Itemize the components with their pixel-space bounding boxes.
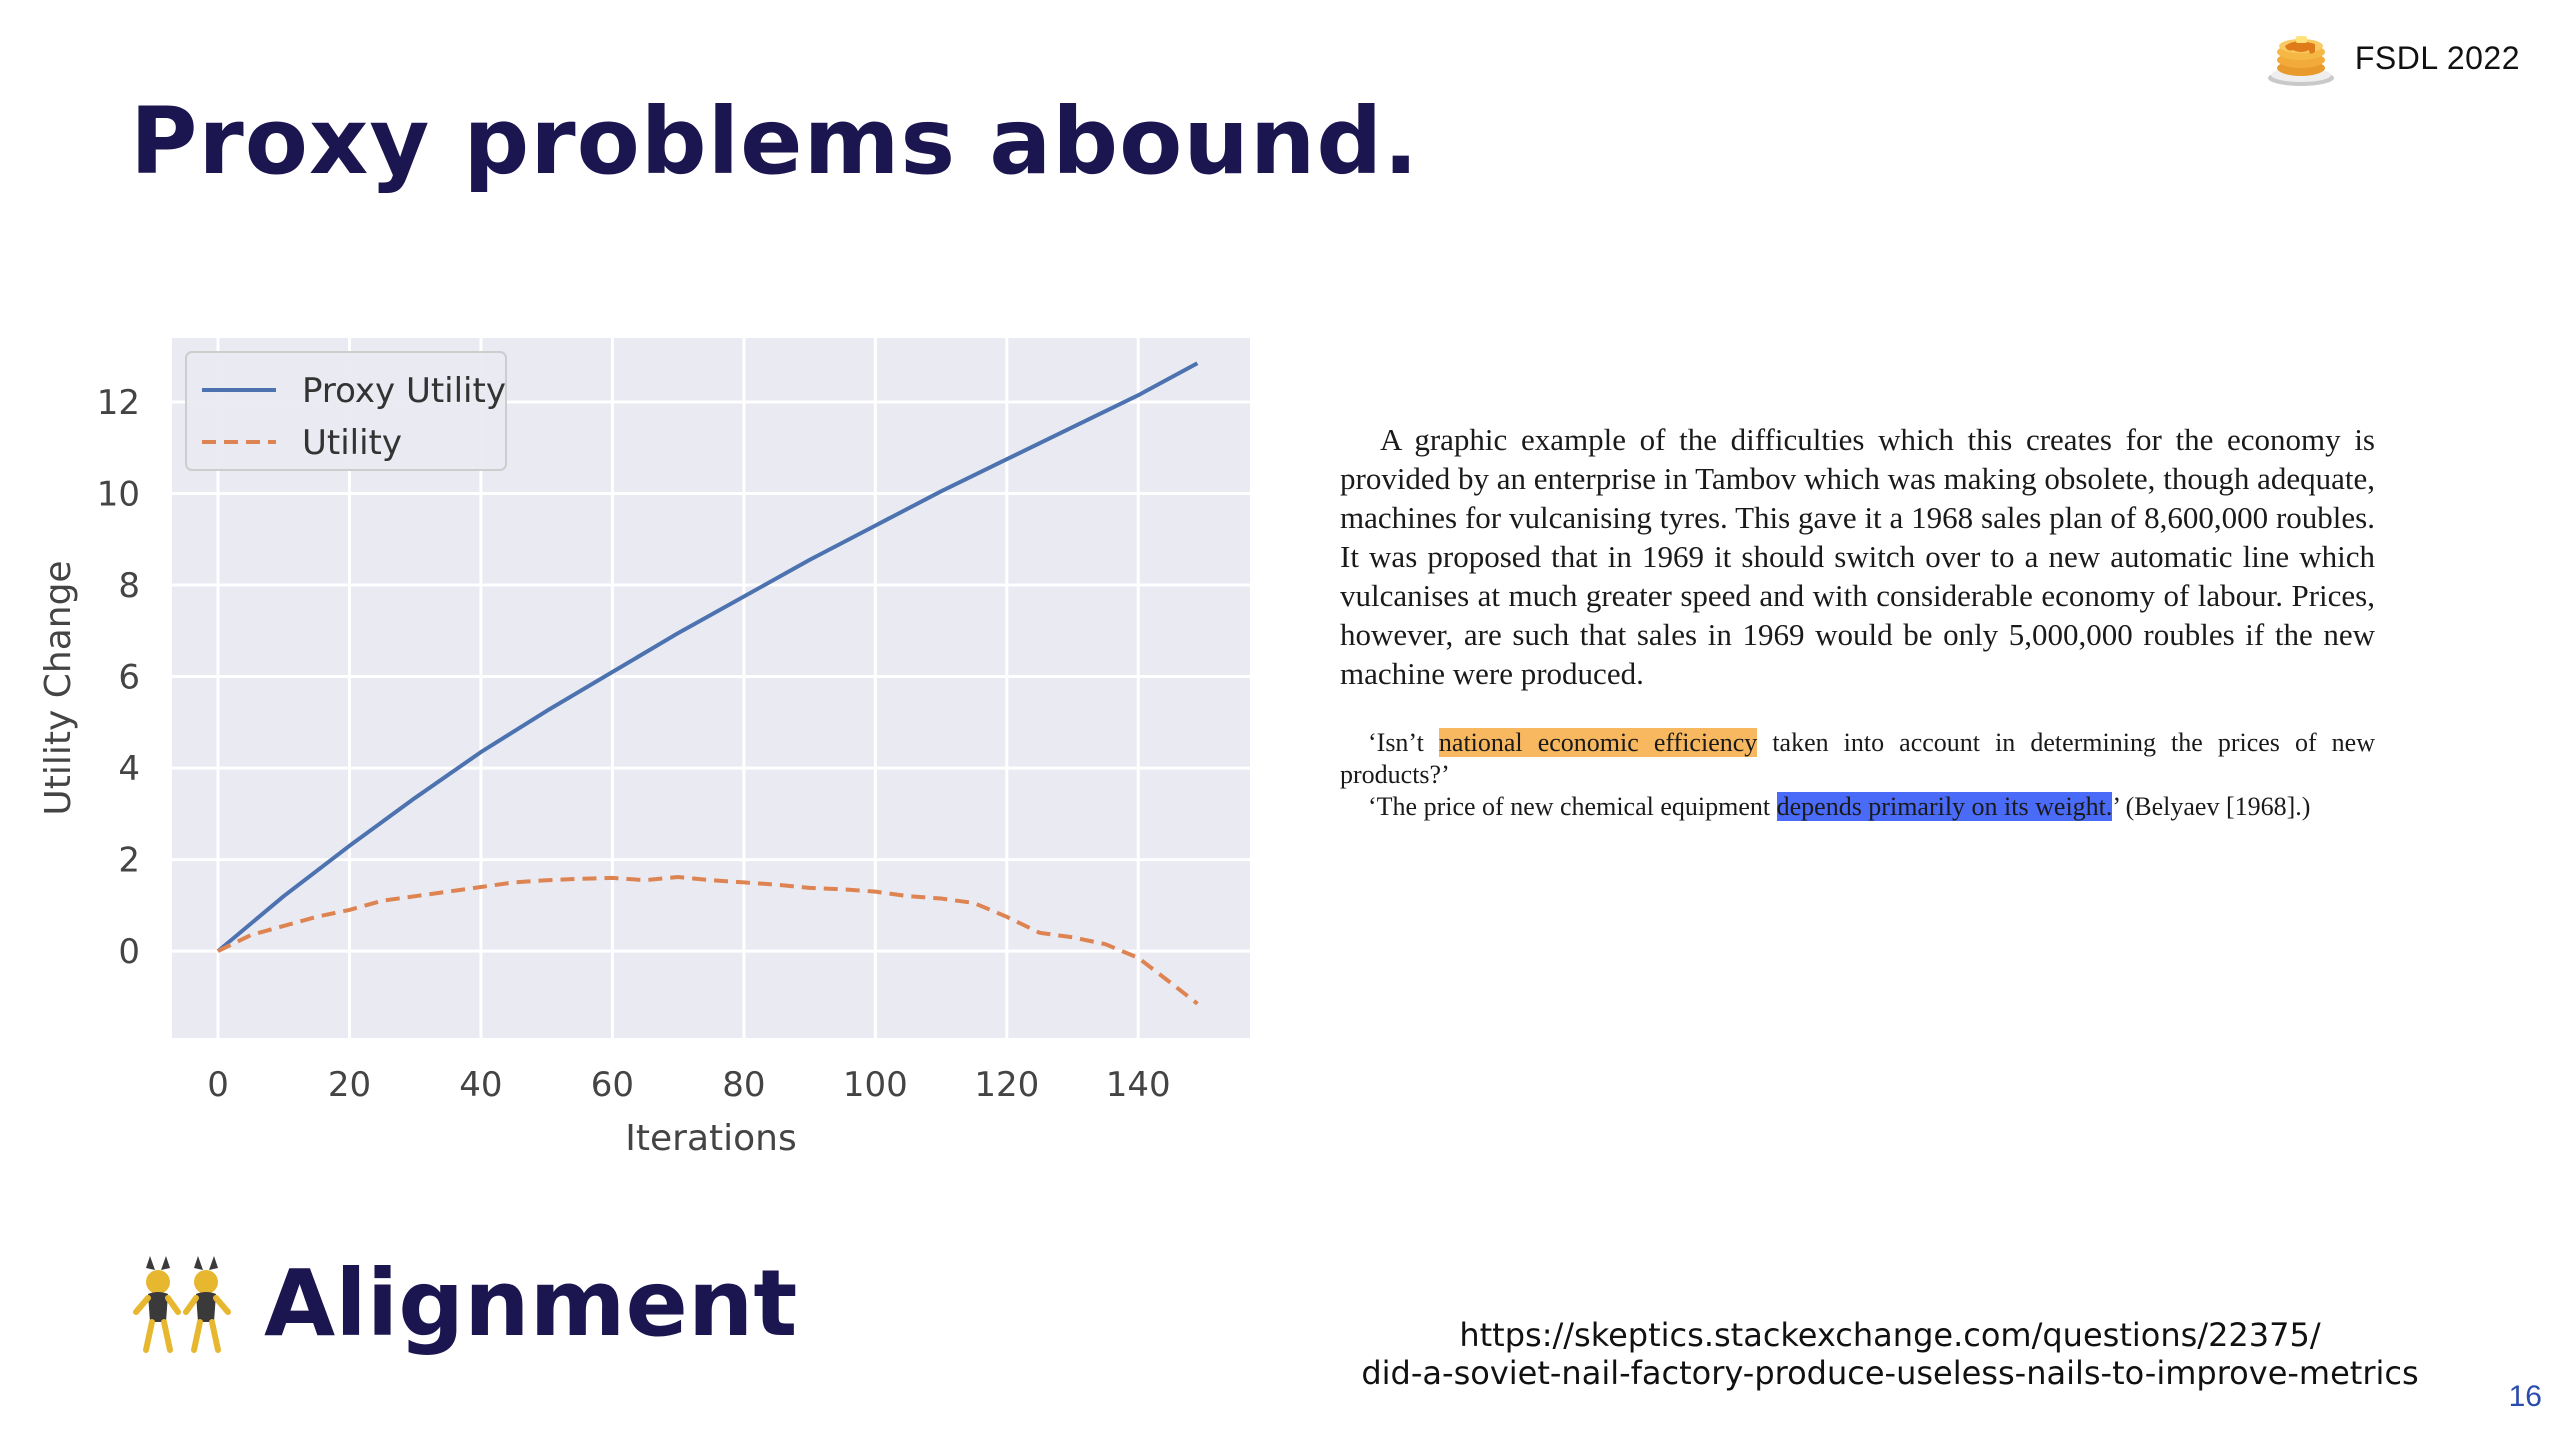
x-tick-label: 20 [328,1065,371,1105]
section-heading-label: Alignment [264,1250,798,1357]
quote-one: ‘Isn’t national economic efficiency take… [1340,727,2375,791]
pancake-stack-icon [2267,36,2334,86]
utility-chart: 0 20 40 60 80 100 120 140 0 2 4 6 8 10 12 Iterations Uti… [30,320,1270,1180]
y-tick-label: 4 [118,749,140,789]
quote-two-end: ’ (Belyaev [1968].) [2112,792,2311,821]
dancers-icon [133,1255,231,1353]
x-tick-label: 60 [591,1065,634,1105]
section-heading: Alignment [128,1250,797,1357]
x-tick-label: 80 [722,1065,765,1105]
x-tick-label: 40 [459,1065,502,1105]
y-tick-label: 12 [97,383,140,423]
source-link-line2[interactable]: did-a-soviet-nail-factory-produce-useles… [1361,1354,2419,1392]
source-link[interactable]: https://skeptics.stackexchange.com/quest… [1300,1316,2480,1392]
legend-label: Proxy Utility [302,371,506,411]
book-excerpt: A graphic example of the difficulties wh… [1340,420,2375,823]
y-tick-label: 6 [118,658,140,698]
excerpt-quotes: ‘Isn’t national economic efficiency take… [1340,727,2375,823]
y-tick-label: 0 [118,932,140,972]
y-tick-label: 8 [118,566,140,606]
utility-chart-svg: 0 20 40 60 80 100 120 140 0 2 4 6 8 10 12 Iterations Uti… [38,338,1250,1159]
quote-one-end: taken into account in determining the pr… [1340,728,2375,789]
x-axis-label: Iterations [625,1118,796,1159]
quote-two: ‘The price of new chemical equipment dep… [1340,791,2375,823]
x-tick-label: 100 [843,1065,908,1105]
series-line-proxy-utility [216,361,1199,953]
brand: FSDL 2022 [2265,28,2520,88]
y-tick-label: 2 [118,841,140,881]
brand-label: FSDL 2022 [2354,39,2520,76]
x-tick-label: 140 [1106,1065,1171,1105]
legend-box [185,351,507,471]
y-tick-label: 10 [97,475,140,515]
slide-title: Proxy problems abound. [130,88,1420,195]
page-number: 16 [2508,1380,2542,1413]
legend-label: Utility [302,423,402,463]
highlight-national-economic-efficiency: national economic efficiency [1438,728,1758,757]
quote-two-start: ‘The price of new chemical equipment [1368,792,1777,821]
highlight-depends-on-weight: depends primarily on its weight. [1776,792,2113,821]
excerpt-paragraph: A graphic example of the difficulties wh… [1340,422,2375,691]
x-tick-label: 0 [207,1065,229,1105]
quote-one-start: ‘Isn’t [1368,728,1439,757]
y-axis-label: Utility Change [38,560,79,815]
x-tick-label: 120 [974,1065,1039,1105]
source-link-line1[interactable]: https://skeptics.stackexchange.com/quest… [1459,1316,2321,1354]
series-line-utility [217,875,1199,1006]
